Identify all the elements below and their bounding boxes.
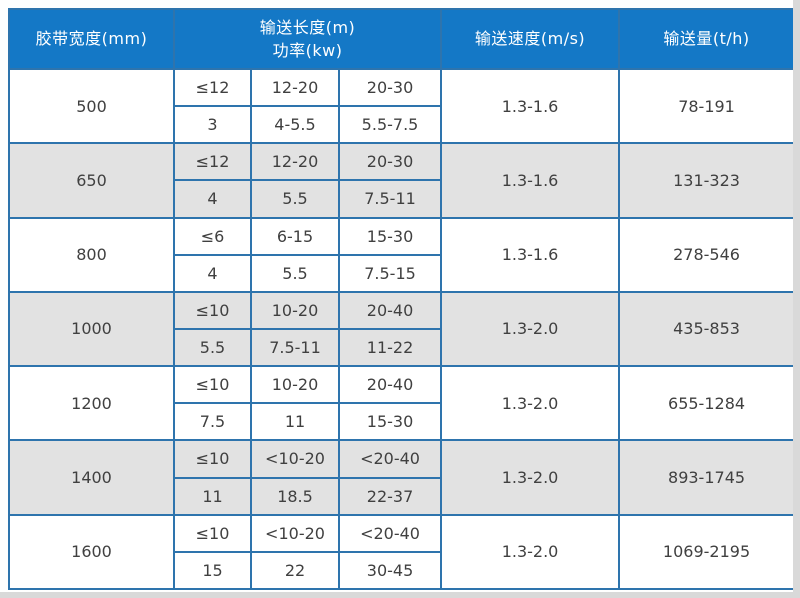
capacity-cell: 1069-2195	[618, 513, 796, 591]
length-cell: 10-20	[250, 290, 340, 330]
header-length-power: 输送长度(m) 功率(kw)	[172, 8, 443, 70]
power-cell: 22-37	[337, 476, 443, 516]
length-cell: ≤10	[173, 513, 252, 553]
power-cell: 30-45	[337, 550, 443, 591]
page-edge-strip-bottom	[0, 592, 800, 598]
power-cell: 7.5	[173, 402, 252, 442]
belt-width-cell: 1400	[8, 439, 175, 516]
header-belt-width: 胶带宽度(mm)	[8, 8, 175, 70]
table-row: 1400 ≤10 <10-20 <20-40 1.3-2.0 893-1745	[8, 439, 796, 516]
table-row: 7.5 11 15-30	[9, 402, 794, 442]
table-row: 500 ≤12 12-20 20-30 1.3-1.6 78-191	[8, 67, 796, 145]
table-row: 11 18.5 22-37	[9, 476, 794, 516]
belt-width-cell: 500	[8, 67, 175, 145]
length-cell: ≤12	[173, 142, 252, 182]
power-cell: 4	[173, 253, 252, 293]
power-cell: 7.5-11	[337, 179, 443, 219]
page-edge-strip-right	[793, 0, 800, 598]
header-capacity: 输送量(t/h)	[618, 8, 796, 70]
length-cell: 20-30	[337, 142, 443, 182]
capacity-cell: 893-1745	[618, 439, 796, 516]
speed-cell: 1.3-2.0	[440, 365, 621, 442]
length-cell: <10-20	[250, 439, 340, 479]
belt-width-cell: 650	[8, 142, 175, 219]
capacity-cell: 435-853	[618, 290, 796, 368]
length-cell: 20-40	[337, 290, 443, 330]
length-cell: ≤12	[173, 67, 252, 108]
length-cell: 20-40	[337, 365, 443, 405]
power-cell: 5.5-7.5	[337, 105, 443, 145]
power-cell: 4-5.5	[250, 105, 340, 145]
power-cell: 11	[173, 476, 252, 516]
speed-cell: 1.3-2.0	[440, 513, 621, 591]
power-cell: 5.5	[250, 179, 340, 219]
power-cell: 18.5	[250, 476, 340, 516]
speed-cell: 1.3-2.0	[440, 439, 621, 516]
table-row: 1000 ≤10 10-20 20-40 1.3-2.0 435-853	[8, 290, 796, 368]
length-cell: ≤6	[173, 216, 252, 256]
capacity-cell: 78-191	[618, 67, 796, 145]
length-cell: 6-15	[250, 216, 340, 256]
belt-width-cell: 1000	[8, 290, 175, 368]
table-row: 1200 ≤10 10-20 20-40 1.3-2.0 655-1284	[8, 365, 796, 442]
length-cell: 20-30	[337, 67, 443, 108]
table-header: 胶带宽度(mm) 输送长度(m) 功率(kw) 输送速度(m/s) 输送量(t/…	[8, 8, 796, 70]
power-cell: 5.5	[173, 327, 252, 368]
table-row: 3 4-5.5 5.5-7.5	[9, 105, 794, 145]
length-cell: 10-20	[250, 365, 340, 405]
table-body: 500 ≤12 12-20 20-30 1.3-1.6 78-191 3 4-5…	[8, 67, 796, 591]
length-cell: 12-20	[250, 67, 340, 108]
header-length-line1: 输送长度(m)	[259, 17, 356, 37]
length-cell: <10-20	[250, 513, 340, 553]
table-row: 15 22 30-45	[9, 550, 794, 591]
power-cell: 7.5-15	[337, 253, 443, 293]
speed-cell: 1.3-1.6	[440, 142, 621, 219]
speed-cell: 1.3-2.0	[440, 290, 621, 368]
power-cell: 15-30	[337, 402, 443, 442]
belt-width-cell: 1600	[8, 513, 175, 591]
power-cell: 22	[250, 550, 340, 591]
power-cell: 11	[250, 402, 340, 442]
length-cell: <20-40	[337, 439, 443, 479]
capacity-cell: 278-546	[618, 216, 796, 293]
capacity-cell: 655-1284	[618, 365, 796, 442]
length-cell: <20-40	[337, 513, 443, 553]
table-row: 5.5 7.5-11 11-22	[9, 327, 794, 368]
speed-cell: 1.3-1.6	[440, 216, 621, 293]
power-cell: 3	[173, 105, 252, 145]
speed-cell: 1.3-1.6	[440, 67, 621, 145]
length-cell: 12-20	[250, 142, 340, 182]
length-cell: ≤10	[173, 365, 252, 405]
table-row: 650 ≤12 12-20 20-30 1.3-1.6 131-323	[8, 142, 796, 219]
header-power-line2: 功率(kw)	[272, 41, 343, 60]
spec-table: 胶带宽度(mm) 输送长度(m) 功率(kw) 输送速度(m/s) 输送量(t/…	[8, 8, 796, 591]
power-cell: 7.5-11	[250, 327, 340, 368]
belt-width-cell: 1200	[8, 365, 175, 442]
header-speed: 输送速度(m/s)	[440, 8, 621, 70]
table-row: 1600 ≤10 <10-20 <20-40 1.3-2.0 1069-2195	[8, 513, 796, 591]
length-cell: 15-30	[337, 216, 443, 256]
power-cell: 4	[173, 179, 252, 219]
length-cell: ≤10	[173, 439, 252, 479]
belt-width-cell: 800	[8, 216, 175, 293]
table-row: 800 ≤6 6-15 15-30 1.3-1.6 278-546	[8, 216, 796, 293]
table-row: 4 5.5 7.5-15	[9, 253, 794, 293]
header-row: 胶带宽度(mm) 输送长度(m) 功率(kw) 输送速度(m/s) 输送量(t/…	[8, 8, 796, 70]
power-cell: 11-22	[337, 327, 443, 368]
power-cell: 15	[173, 550, 252, 591]
table-row: 4 5.5 7.5-11	[9, 179, 794, 219]
capacity-cell: 131-323	[618, 142, 796, 219]
power-cell: 5.5	[250, 253, 340, 293]
length-cell: ≤10	[173, 290, 252, 330]
